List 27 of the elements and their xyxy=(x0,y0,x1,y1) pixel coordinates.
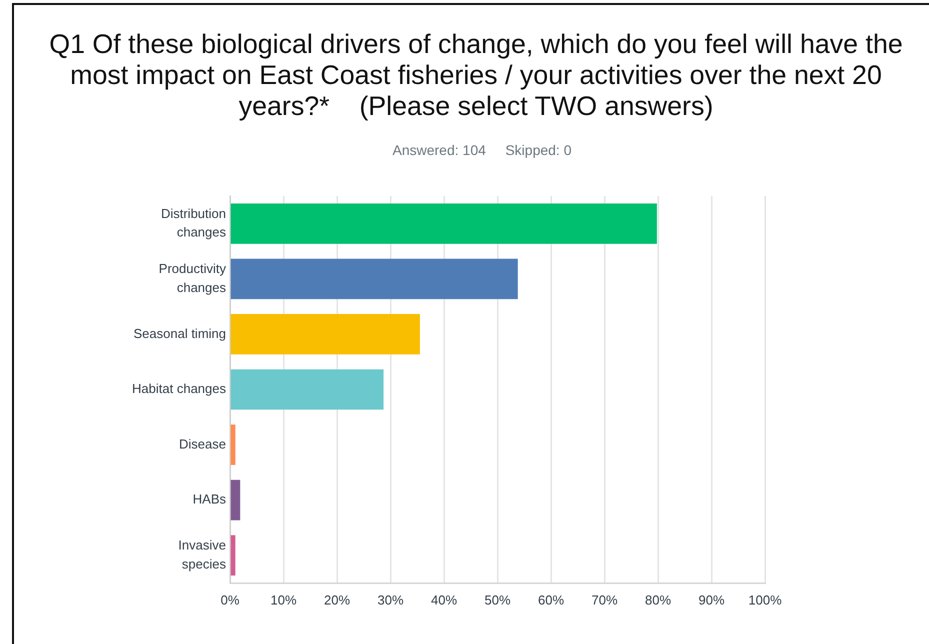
x-tick-label: 20% xyxy=(324,592,350,608)
y-tick-label: Seasonal timing xyxy=(134,326,226,341)
bar xyxy=(230,314,420,354)
x-tick-label: 50% xyxy=(484,592,511,608)
y-tick-label: HABs xyxy=(192,492,226,507)
x-tick-label: 0% xyxy=(220,592,240,608)
x-tick-label: 90% xyxy=(698,592,725,608)
bar xyxy=(230,369,384,410)
y-tick-label: Disease xyxy=(179,436,226,452)
y-tick-label: Invasive species xyxy=(178,538,226,572)
x-tick-label: 30% xyxy=(377,592,404,608)
bar xyxy=(230,535,236,576)
chart-title: Q1 Of these biological drivers of change, which do you feel will have the most impact on East Coast fisheries / your activities over the next 20 years?* (Please select TWO answers) xyxy=(48,29,904,122)
y-tick-label: Habitat changes xyxy=(132,381,226,396)
x-tick-label: 10% xyxy=(270,592,297,608)
bar xyxy=(230,424,236,465)
x-tick-label: 70% xyxy=(591,592,618,608)
x-tick-label: 80% xyxy=(644,592,672,608)
y-tick-label: Distribution changes xyxy=(160,206,226,240)
x-tick-label: 60% xyxy=(538,592,564,608)
x-tick-label: 100% xyxy=(748,592,782,608)
bar xyxy=(230,203,657,244)
bar xyxy=(230,480,240,520)
bar xyxy=(230,258,518,300)
y-tick-label: Productivity changes xyxy=(158,261,226,295)
x-tick-label: 40% xyxy=(430,592,458,608)
chart-subtitle: Answered: 104 Skipped: 0 xyxy=(392,141,572,159)
